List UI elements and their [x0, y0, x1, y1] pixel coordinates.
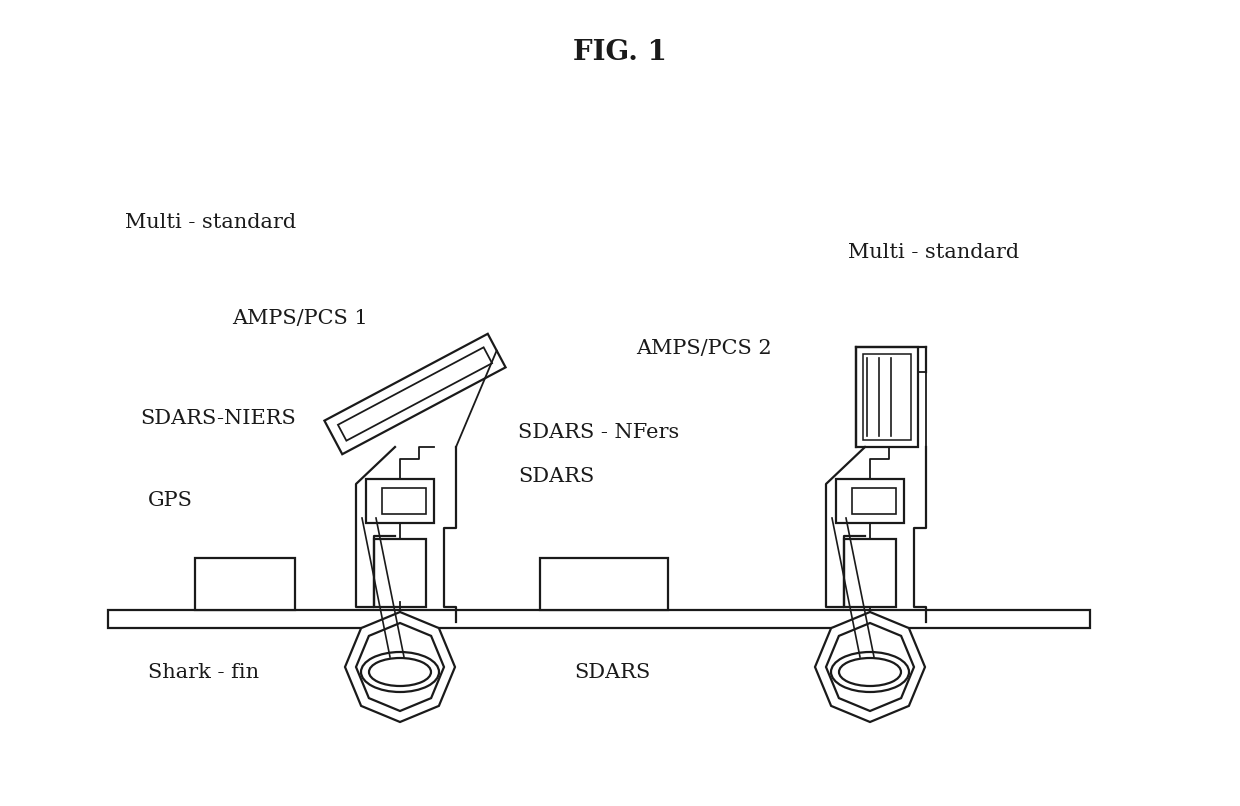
- Text: Shark - fin: Shark - fin: [148, 663, 259, 682]
- Bar: [366, 479, 434, 523]
- Bar: [374, 539, 427, 607]
- Polygon shape: [815, 612, 925, 722]
- Text: AMPS/PCS 2: AMPS/PCS 2: [636, 339, 771, 358]
- Text: Multi - standard: Multi - standard: [125, 213, 296, 231]
- Ellipse shape: [839, 658, 901, 686]
- Bar: [539, 558, 668, 610]
- Bar: [844, 539, 897, 607]
- Polygon shape: [325, 334, 506, 455]
- Polygon shape: [356, 623, 444, 711]
- Bar: [195, 558, 295, 610]
- Polygon shape: [345, 612, 455, 722]
- Ellipse shape: [361, 652, 439, 692]
- Text: SDARS - NFers: SDARS - NFers: [518, 422, 680, 442]
- Text: SDARS-NIERS: SDARS-NIERS: [140, 409, 296, 427]
- Ellipse shape: [370, 658, 432, 686]
- Text: Multi - standard: Multi - standard: [848, 243, 1019, 261]
- Ellipse shape: [831, 652, 909, 692]
- Text: AMPS/PCS 1: AMPS/PCS 1: [232, 309, 368, 327]
- Bar: [852, 488, 897, 514]
- Bar: [863, 354, 911, 440]
- Polygon shape: [339, 347, 492, 441]
- Text: SDARS: SDARS: [574, 663, 650, 682]
- Bar: [382, 488, 427, 514]
- Text: SDARS: SDARS: [518, 467, 594, 485]
- Polygon shape: [826, 623, 914, 711]
- Bar: [108, 610, 1090, 628]
- Bar: [836, 479, 904, 523]
- Text: FIG. 1: FIG. 1: [573, 39, 667, 65]
- Text: GPS: GPS: [148, 491, 193, 509]
- Bar: [856, 347, 918, 447]
